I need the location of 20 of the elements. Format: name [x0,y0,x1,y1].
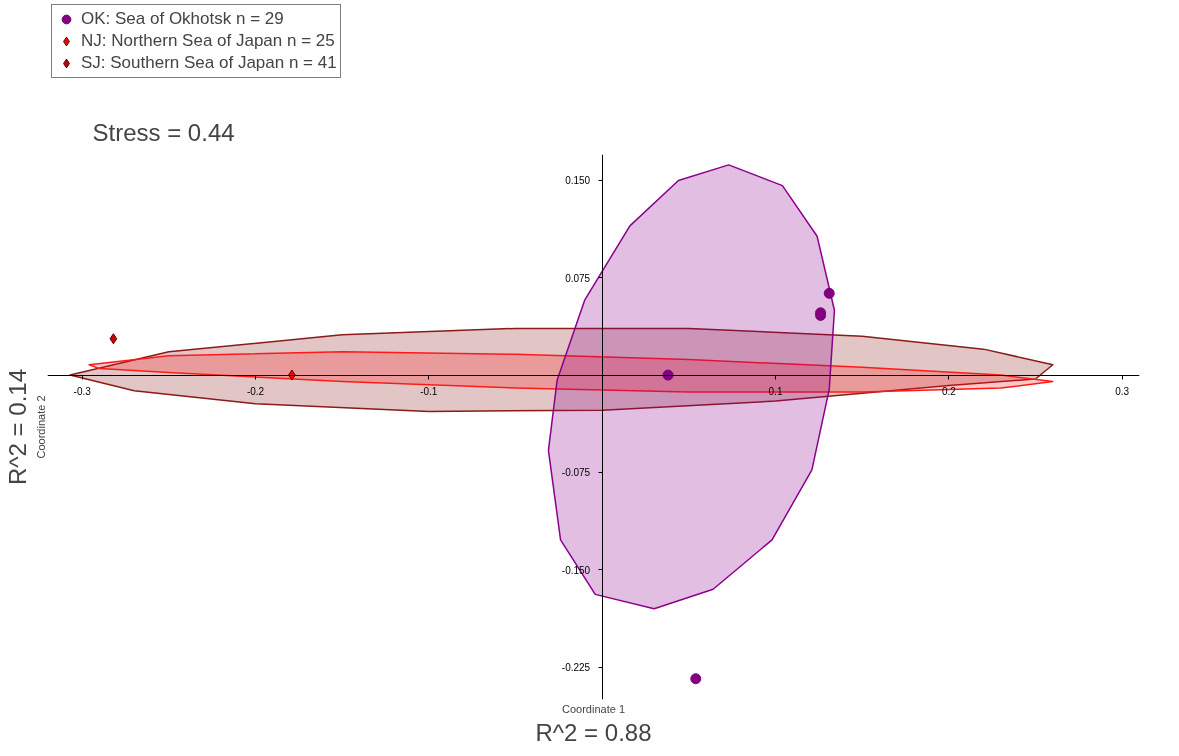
x-tick-label: 0.1 [768,386,783,398]
y-tick-label: -0.075 [561,467,591,479]
text: R^2 = 0.88 [535,718,652,746]
point [823,287,835,299]
point [109,333,118,345]
x-tick-label: -0.3 [73,386,92,398]
y-tick-label: 0.150 [565,175,591,187]
text: Stress = 0.44 [92,118,235,146]
y-tick-label: -0.225 [561,662,591,674]
legend-label: OK: Sea of Okhotsk n = 29 [81,9,284,29]
legend-label: NJ: Northern Sea of Japan n = 25 [81,31,335,51]
legend-label: SJ: Southern Sea of Japan n = 41 [81,53,337,73]
text: R^2 = 0.14 [3,368,31,485]
y-tick-label: 0.075 [565,272,591,284]
point [690,673,702,685]
x-tick-label: -0.1 [420,386,438,398]
x-tick-label: 0.3 [1115,386,1130,398]
x-tick-label: -0.2 [246,386,265,398]
y-axis-title: Coordinate 2 [34,395,47,459]
x-axis-title: Coordinate 1 [562,702,626,715]
